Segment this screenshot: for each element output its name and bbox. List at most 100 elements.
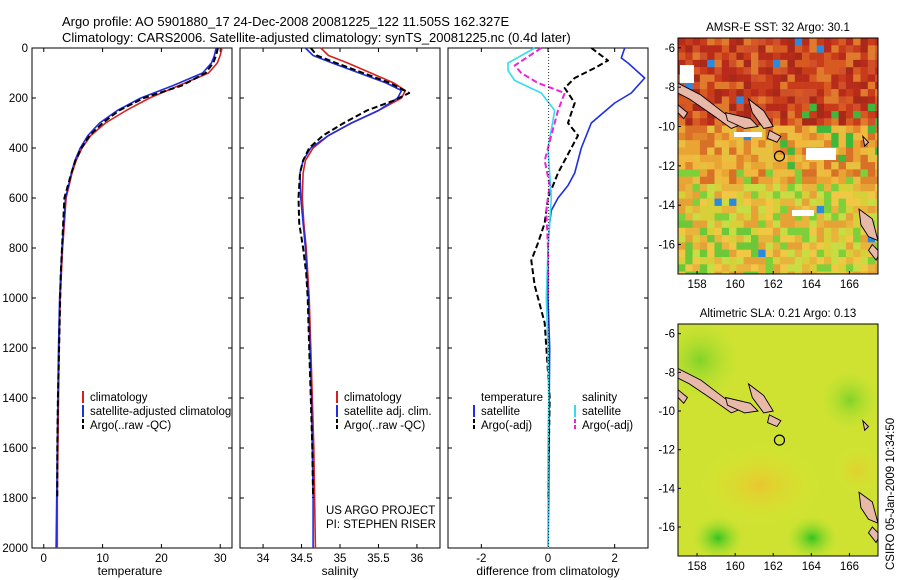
sst-cell <box>860 154 868 163</box>
sst-cell <box>787 74 795 82</box>
sst-cell <box>743 213 752 221</box>
sst-cell <box>685 154 693 163</box>
sst-cell <box>831 96 839 104</box>
sst-cell <box>729 213 737 221</box>
sst-cell <box>765 198 774 207</box>
sst-cell <box>794 103 803 112</box>
sst-cell <box>765 38 774 46</box>
y-tick-label: 1400 <box>2 393 28 405</box>
legend-item: satellite adj. clim. <box>344 406 432 418</box>
legend-item: satellite-adjusted climatolog <box>90 406 231 418</box>
sst-cell <box>845 213 854 221</box>
sst-cell <box>787 257 795 265</box>
sst-cell <box>867 89 876 97</box>
island <box>858 208 878 242</box>
sst-cell <box>831 140 839 148</box>
island <box>678 367 742 414</box>
sst-cell <box>838 74 847 82</box>
sst-cell <box>772 38 781 46</box>
sst-cell <box>853 264 861 272</box>
sst-cell <box>838 162 847 170</box>
sst-cell <box>721 176 730 185</box>
sst-cell <box>729 67 737 75</box>
sst-cell <box>780 111 788 119</box>
sst-cell <box>853 111 861 119</box>
sst-cell <box>707 162 715 170</box>
sst-cell <box>831 52 839 61</box>
sst-cell <box>751 271 759 274</box>
sst-cell <box>824 103 832 112</box>
sst-cell <box>685 205 693 214</box>
sst-cell <box>867 154 876 163</box>
sst-cell <box>692 242 701 250</box>
sst-cell <box>802 184 810 192</box>
sst-cell <box>867 38 876 46</box>
sst-cell <box>721 235 730 243</box>
sst-cell <box>758 140 766 148</box>
sst-cell <box>794 198 803 207</box>
sst-cell <box>714 184 722 192</box>
sst-cell <box>714 264 722 272</box>
sst-cell <box>780 264 788 272</box>
sst-cell <box>838 205 847 214</box>
sst-cell <box>707 264 715 272</box>
sst-cell <box>678 213 686 221</box>
sst-cell <box>729 140 737 148</box>
sst-cell <box>743 125 752 134</box>
sst-cell <box>831 220 839 228</box>
sst-cell <box>787 59 795 68</box>
sst-cell <box>714 103 722 112</box>
sst-cell <box>699 147 708 155</box>
sst-cell <box>809 132 817 141</box>
sst-cell <box>838 59 847 68</box>
sst-cell <box>824 89 832 97</box>
sst-cell <box>787 227 795 236</box>
sst-cell <box>780 249 788 258</box>
sst-cell <box>838 271 847 274</box>
sst-cell <box>692 125 701 134</box>
sst-cell <box>845 38 854 46</box>
sst-cell <box>707 213 715 221</box>
sst-cell <box>802 132 810 141</box>
sst-cell <box>802 74 810 82</box>
x-tick-label: 0 <box>41 553 47 565</box>
sst-cell <box>765 125 774 134</box>
sst-cell <box>685 257 693 265</box>
sst-cell <box>678 264 686 272</box>
sst-cell <box>751 118 759 126</box>
sst-cell <box>824 257 832 265</box>
sst-cell <box>875 132 878 141</box>
sst-cell <box>678 38 686 46</box>
sst-cell <box>794 45 803 53</box>
sst-cell <box>809 271 817 274</box>
sst-cell <box>780 45 788 53</box>
sst-cell <box>853 227 861 236</box>
sst-cell <box>729 249 737 258</box>
sst-cell <box>875 242 878 250</box>
sst-cell <box>685 271 693 274</box>
map-x-tick-label: 164 <box>802 279 822 291</box>
sst-cell <box>845 67 854 75</box>
sst-cell <box>853 140 861 148</box>
sst-cell <box>772 198 781 207</box>
sst-cell <box>802 147 810 155</box>
sst-cell <box>678 154 686 163</box>
sst-cell <box>699 154 708 163</box>
sst-cell <box>721 89 730 97</box>
sst-cell <box>802 176 810 185</box>
sst-cell <box>772 205 781 214</box>
sst-cell <box>838 96 847 104</box>
sst-cell <box>678 147 686 155</box>
sst-cell <box>780 205 788 214</box>
sst-cell <box>765 257 774 265</box>
sst-cell <box>692 220 701 228</box>
sst-cell <box>787 38 795 46</box>
sst-cell <box>758 162 766 170</box>
sst-cell <box>721 132 730 141</box>
island <box>678 104 689 120</box>
sst-cell <box>699 242 708 250</box>
sst-cell <box>853 176 861 185</box>
sst-cell <box>787 220 795 228</box>
sst-cell <box>772 184 781 192</box>
sst-cell <box>714 205 722 214</box>
